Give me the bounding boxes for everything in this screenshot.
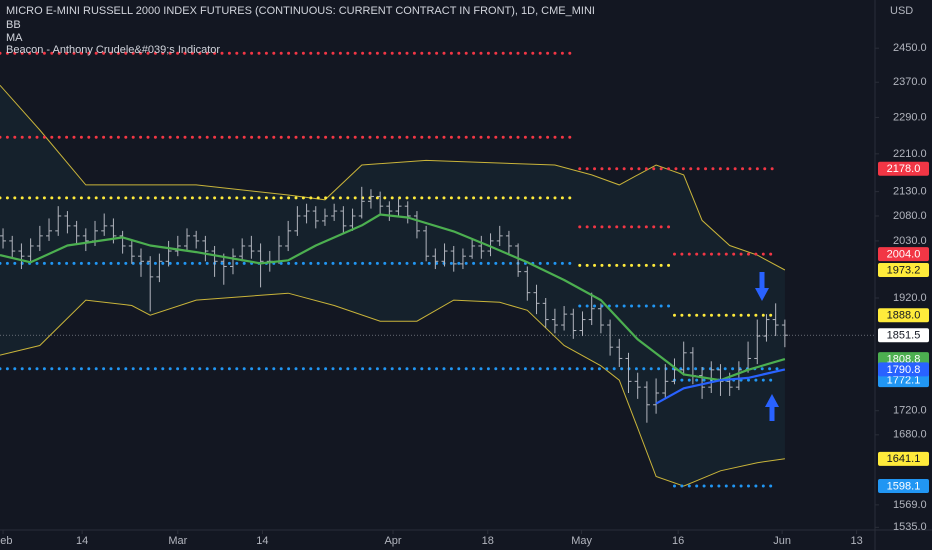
ma-line: [655, 368, 786, 405]
x-tick-label: Feb: [0, 535, 13, 547]
y-tick-label: 1920.0: [893, 292, 927, 304]
price-tag-label: 1598.1: [887, 480, 921, 492]
price-tag: [878, 373, 929, 388]
x-tick-label: 16: [672, 535, 684, 547]
y-tick-label: 2450.0: [893, 42, 927, 54]
price-tag: [878, 451, 929, 466]
price-tag-label: 1973.2: [887, 264, 921, 276]
annotation-arrows: [755, 272, 779, 421]
price-tag-label: 1851.5: [887, 330, 921, 342]
price-tag: [878, 308, 929, 323]
y-tick-label: 1680.0: [893, 429, 927, 441]
currency-label: USD: [890, 5, 913, 17]
arrow-head: [765, 394, 779, 407]
x-tick-label: 14: [256, 535, 268, 547]
arrow-shaft: [759, 272, 765, 290]
price-tag: [878, 247, 929, 262]
band-line: [0, 292, 785, 487]
y-tick-label: 2080.0: [893, 210, 927, 222]
price-tag: [878, 161, 929, 176]
y-tick-label: 1535.0: [893, 521, 927, 533]
band-fill: [0, 85, 785, 487]
price-tag-label: 1888.0: [887, 310, 921, 322]
indicator-label: Beacon - Anthony Crudele&#039;s Indicato…: [6, 44, 220, 56]
y-tick-label: 1720.0: [893, 405, 927, 417]
x-tick-label: 14: [76, 535, 88, 547]
x-tick-label: Mar: [168, 535, 187, 547]
indicator-label: MA: [6, 32, 23, 44]
price-tag-label: 1790.8: [887, 364, 921, 376]
y-tick-label: 2130.0: [893, 186, 927, 198]
x-tick-label: Apr: [384, 535, 401, 547]
y-tick-label: 2030.0: [893, 235, 927, 247]
y-tick-label: 1569.0: [893, 499, 927, 511]
arrow-head: [755, 288, 769, 301]
price-tag-label: 2178.0: [887, 163, 921, 175]
price-tag-label: 2004.0: [887, 249, 921, 261]
price-tag: [878, 479, 929, 494]
x-tick-label: 18: [482, 535, 494, 547]
x-tick-label: 13: [850, 535, 862, 547]
indicator-label: BB: [6, 19, 21, 31]
chart-title: MICRO E-MINI RUSSELL 2000 INDEX FUTURES …: [6, 5, 595, 17]
arrow-shaft: [769, 405, 775, 421]
y-tick-label: 2370.0: [893, 76, 927, 88]
x-tick-label: May: [571, 535, 592, 547]
price-tag-label: 1641.1: [887, 453, 921, 465]
x-tick-label: Jun: [773, 535, 791, 547]
y-tick-label: 2210.0: [893, 148, 927, 160]
price-tag-label: 1772.1: [887, 375, 921, 387]
price-tag: [878, 362, 929, 377]
y-tick-label: 2290.0: [893, 111, 927, 123]
band-line: [0, 84, 786, 271]
price-tag: [878, 328, 929, 343]
ma-line: [0, 213, 786, 382]
price-tag: [878, 262, 929, 277]
plot-area: [0, 51, 875, 488]
